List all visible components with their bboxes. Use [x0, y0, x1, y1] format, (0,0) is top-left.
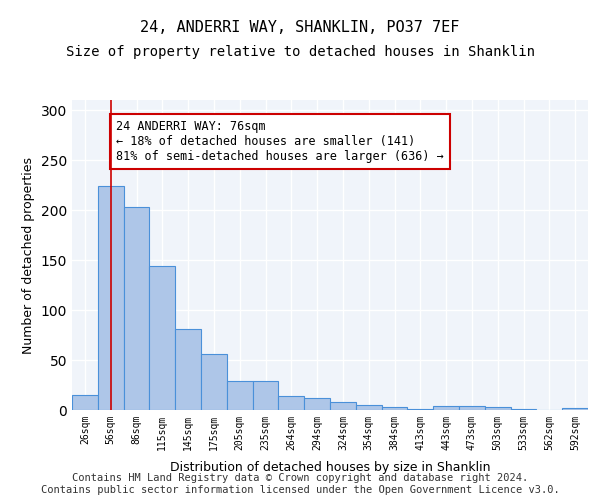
Bar	[201, 354, 227, 410]
Bar	[407, 409, 433, 410]
Bar	[278, 396, 304, 410]
Bar	[304, 398, 330, 410]
Bar	[485, 407, 511, 410]
Bar	[356, 405, 382, 410]
Text: 24, ANDERRI WAY, SHANKLIN, PO37 7EF: 24, ANDERRI WAY, SHANKLIN, PO37 7EF	[140, 20, 460, 35]
Bar	[149, 266, 175, 410]
Bar	[330, 402, 356, 410]
Bar	[459, 406, 485, 410]
Bar	[382, 407, 407, 410]
Bar	[175, 329, 201, 410]
Bar	[433, 406, 459, 410]
Text: 24 ANDERRI WAY: 76sqm
← 18% of detached houses are smaller (141)
81% of semi-det: 24 ANDERRI WAY: 76sqm ← 18% of detached …	[116, 120, 443, 163]
Bar	[227, 381, 253, 410]
X-axis label: Distribution of detached houses by size in Shanklin: Distribution of detached houses by size …	[170, 461, 490, 474]
Bar	[562, 408, 588, 410]
Text: Contains HM Land Registry data © Crown copyright and database right 2024.
Contai: Contains HM Land Registry data © Crown c…	[41, 474, 559, 495]
Y-axis label: Number of detached properties: Number of detached properties	[22, 156, 35, 354]
Bar	[253, 381, 278, 410]
Bar	[72, 395, 98, 410]
Bar	[98, 186, 124, 410]
Bar	[124, 207, 149, 410]
Text: Size of property relative to detached houses in Shanklin: Size of property relative to detached ho…	[65, 45, 535, 59]
Bar	[511, 409, 536, 410]
